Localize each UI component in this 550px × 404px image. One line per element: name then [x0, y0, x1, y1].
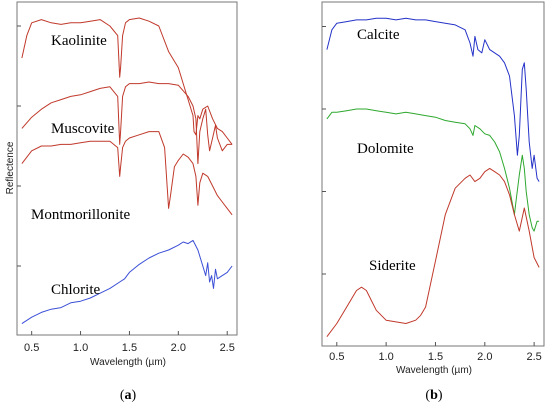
y-axis-label-a: Reflectence: [5, 141, 16, 194]
x-tick-label-a-2: 1.5: [122, 342, 137, 354]
traces-a: [21, 17, 233, 325]
x-tick-label-b-0: 0.5: [329, 351, 344, 363]
x-tick-label-a-0: 0.5: [24, 342, 39, 354]
series-label-kaolinite: Kaolinite: [51, 33, 107, 49]
x-tick-label-b-3: 2.0: [477, 351, 492, 363]
series-label-calcite: Calcite: [357, 27, 400, 43]
series-line-dolomite: [326, 108, 540, 232]
y-ticks-b: [322, 26, 326, 275]
x-tick-label-b-2: 1.5: [428, 351, 443, 363]
x-axis-label-a: Wavelength (µm): [90, 357, 166, 368]
plot-frame-a: [16, 1, 238, 336]
x-tick-label-a-4: 2.5: [220, 342, 235, 354]
panel-label-b: (b): [425, 388, 442, 403]
x-tick-label-b-4: 2.5: [526, 351, 541, 363]
x-ticks-b: 0.5 1.0 1.5 2.0 2.5: [329, 342, 542, 363]
plot-frame-b: [321, 1, 545, 347]
x-tick-label-b-1: 1.0: [378, 351, 393, 363]
panel-b: 0.5 1.0 1.5 2.0 2.5 Wavelength (µm) Calcite …: [321, 1, 545, 403]
x-ticks-a: 0.5 1.0 1.5 2.0 2.5: [24, 331, 235, 354]
series-label-muscovite: Muscovite: [51, 121, 115, 137]
panel-a: Reflectence 0.5 1.0 1.5 2.0 2.5 Wavelength (…: [5, 1, 238, 403]
x-tick-label-a-1: 1.0: [73, 342, 88, 354]
panel-label-a: (a): [120, 388, 137, 403]
series-line-montmorillonite: [21, 131, 233, 216]
series-line-chlorite: [21, 239, 233, 325]
series-label-chlorite: Chlorite: [51, 282, 101, 298]
series-line-siderite: [326, 167, 540, 338]
series-line-muscovite: [21, 81, 233, 165]
series-label-dolomite: Dolomite: [357, 141, 414, 157]
x-tick-label-a-3: 2.0: [171, 342, 186, 354]
series-line-calcite: [326, 17, 540, 182]
series-label-siderite: Siderite: [369, 258, 416, 274]
series-line-kaolinite: [21, 17, 233, 145]
y-ticks-a: [17, 25, 21, 267]
x-axis-label-b: Wavelength (µm): [396, 365, 472, 376]
series-label-montmorillonite: Montmorillonite: [31, 207, 131, 223]
traces-b: [326, 17, 540, 338]
